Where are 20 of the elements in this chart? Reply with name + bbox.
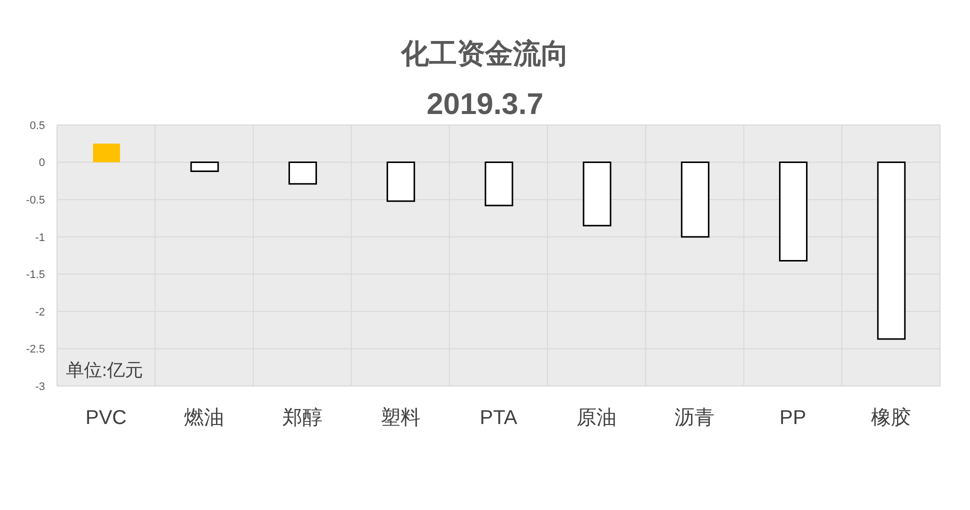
- x-tick-label: PP: [779, 407, 806, 430]
- y-tick-label: -2: [35, 306, 45, 318]
- x-tick-label: 原油: [576, 407, 617, 430]
- chart-title: 化工资金流向: [401, 38, 569, 69]
- y-tick-label: -1: [35, 232, 45, 244]
- y-tick-label: -0.5: [26, 194, 45, 206]
- y-tick-label: -1.5: [26, 269, 45, 282]
- y-tick-label: -2.5: [26, 344, 45, 356]
- x-tick-label: 郑醇: [282, 407, 322, 430]
- x-tick-label: PVC: [85, 407, 127, 430]
- x-tick-label: 沥青: [674, 407, 715, 430]
- y-tick-label: 0.5: [30, 120, 45, 132]
- x-tick-label: 燃油: [184, 407, 224, 430]
- annotation: 单位:亿元: [66, 360, 144, 380]
- y-tick-label: 0: [38, 157, 45, 170]
- x-tick-label: PTA: [480, 407, 518, 430]
- y-tick-label: -3: [35, 380, 45, 393]
- chart-subtitle: 2019.3.7: [426, 88, 544, 121]
- x-tick-label: 橡胶: [870, 407, 911, 430]
- x-tick-label: 塑料: [380, 406, 420, 430]
